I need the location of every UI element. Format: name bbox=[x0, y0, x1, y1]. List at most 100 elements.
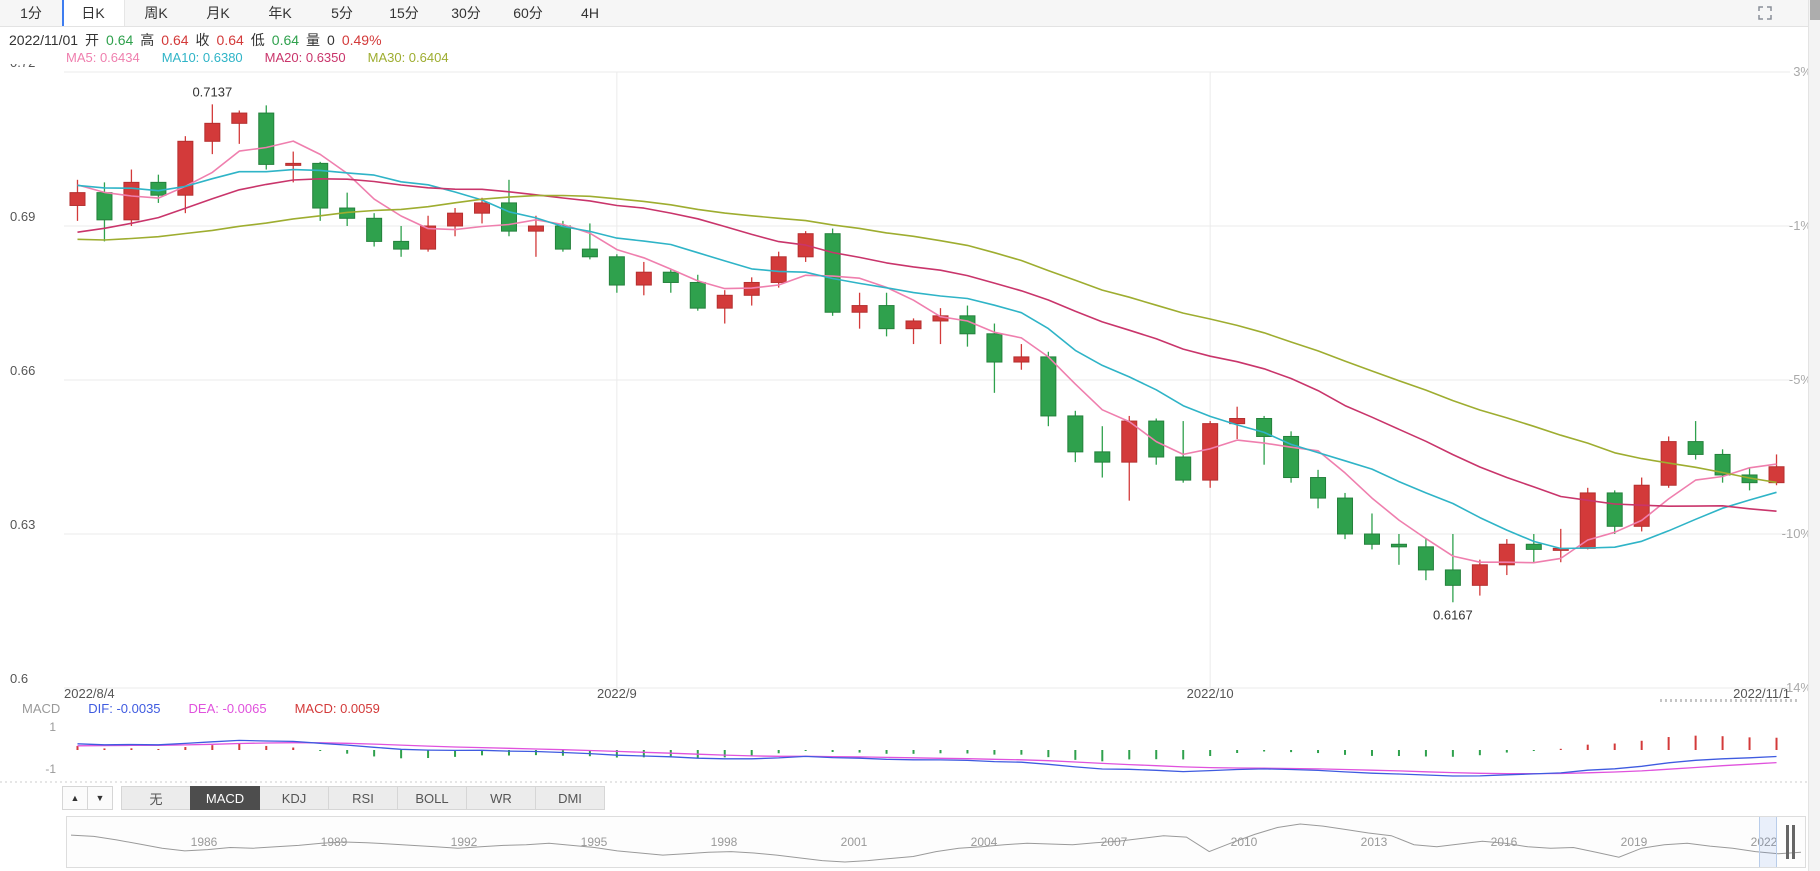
grid-layer: 0.723%0.69-1%0.66-5%0.63-10%0.6-14%2022/… bbox=[10, 64, 1812, 701]
macd-bar bbox=[1748, 737, 1751, 750]
macd-pane[interactable]: 1 -1 bbox=[0, 717, 1820, 784]
indicator-tab-BOLL[interactable]: BOLL bbox=[397, 786, 467, 810]
candle-body bbox=[1525, 543, 1542, 550]
candle-body bbox=[312, 162, 329, 209]
period-tab-月K[interactable]: 月K bbox=[206, 5, 230, 21]
candle-body bbox=[1202, 423, 1219, 481]
macd-bar bbox=[103, 748, 106, 750]
candle-body bbox=[1606, 492, 1623, 527]
change-percent: 0.49% bbox=[341, 32, 382, 48]
ma-value: MA10: 0.6380 bbox=[161, 50, 243, 65]
macd-bar bbox=[427, 750, 430, 759]
vertical-scrollbar[interactable] bbox=[1808, 0, 1820, 871]
nav-selection-window[interactable] bbox=[1759, 817, 1777, 867]
period-tab-1分[interactable]: 1分 bbox=[20, 5, 42, 21]
axis-label: 0.6167 bbox=[1433, 607, 1473, 622]
quote-bar: 2022/11/01 开 0.64 高 0.64 收 0.64 低 0.64 量 0 0.49% bbox=[9, 30, 382, 50]
indicator-tab-无[interactable]: 无 bbox=[121, 786, 191, 810]
axis-label: 2022/10 bbox=[1187, 686, 1234, 701]
macd-bar bbox=[912, 750, 915, 754]
axis-label: 2022/8/4 bbox=[64, 686, 115, 701]
candle-body bbox=[150, 181, 167, 196]
macd-bar bbox=[642, 750, 645, 758]
quote-date: 2022/11/01 bbox=[9, 32, 79, 48]
period-tab-60分[interactable]: 60分 bbox=[513, 5, 543, 21]
macd-bar bbox=[1317, 750, 1320, 754]
candle-body bbox=[716, 294, 733, 309]
quote-value: 0 bbox=[327, 32, 335, 48]
nav-year-label: 1986 bbox=[190, 835, 218, 849]
macd-bar bbox=[1505, 750, 1508, 753]
macd-bar bbox=[184, 747, 187, 750]
candle-body bbox=[986, 333, 1003, 363]
macd-bar bbox=[615, 750, 618, 758]
fullscreen-icon[interactable] bbox=[1757, 5, 1773, 21]
macd-bar bbox=[1640, 740, 1643, 750]
period-tab-30分[interactable]: 30分 bbox=[451, 5, 481, 21]
ma30-line bbox=[77, 194, 1777, 484]
candle-body bbox=[1444, 569, 1461, 586]
ma20-line bbox=[77, 178, 1777, 512]
indicator-tab-KDJ[interactable]: KDJ bbox=[259, 786, 329, 810]
macd-bar bbox=[777, 750, 780, 754]
candle-body bbox=[96, 192, 113, 221]
macd-bar bbox=[346, 750, 349, 754]
period-tab-5分[interactable]: 5分 bbox=[331, 5, 353, 21]
macd-bar bbox=[157, 749, 160, 750]
macd-header: MACD DIF: -0.0035 DEA: -0.0065 MACD: 0.0… bbox=[22, 701, 380, 716]
macd-bar bbox=[831, 750, 834, 753]
nav-year-label: 1998 bbox=[710, 835, 738, 849]
candle-body bbox=[447, 212, 464, 227]
indicator-down-button[interactable]: ▼ bbox=[87, 786, 113, 810]
macd-bar bbox=[1667, 737, 1670, 750]
nav-handle-bar bbox=[1785, 825, 1789, 859]
candle-body bbox=[662, 271, 679, 283]
indicator-tab-RSI[interactable]: RSI bbox=[328, 786, 398, 810]
macd-bar bbox=[1128, 750, 1131, 760]
macd-bar bbox=[1559, 748, 1562, 750]
period-tab-4H[interactable]: 4H bbox=[581, 5, 599, 21]
axis-label: -14% bbox=[1782, 680, 1813, 695]
axis-label: -10% bbox=[1782, 526, 1813, 541]
indicator-tab-WR[interactable]: WR bbox=[466, 786, 536, 810]
candle-body bbox=[1471, 564, 1488, 586]
axis-label: 0.63 bbox=[10, 517, 35, 532]
timeline-navigator[interactable]: 1986 1989 1992 1995 1998 2001 2004 2007 2010 2013… bbox=[66, 816, 1806, 868]
nav-sparkline bbox=[70, 823, 1802, 863]
candle-body bbox=[824, 233, 841, 313]
candle-body bbox=[1175, 456, 1192, 481]
macd-bar bbox=[1101, 750, 1104, 762]
main-candlestick-chart[interactable]: 0.723%0.69-1%0.66-5%0.63-10%0.6-14%2022/… bbox=[0, 64, 1820, 710]
nav-year-label: 2001 bbox=[840, 835, 868, 849]
nav-year-label: 1992 bbox=[450, 835, 478, 849]
nav-drag-handle[interactable] bbox=[1783, 822, 1797, 862]
candle-body bbox=[1067, 415, 1084, 453]
macd-bar bbox=[1478, 750, 1481, 756]
macd-bar bbox=[1155, 750, 1158, 760]
period-tab-15分[interactable]: 15分 bbox=[389, 5, 419, 21]
indicator-tabs: ▲ ▼ 无 MACD KDJ RSI BOLL WR DMI bbox=[62, 786, 605, 810]
period-tab-周K[interactable]: 周K bbox=[144, 5, 168, 21]
candle-body bbox=[1687, 441, 1704, 455]
period-tab-日K[interactable]: 日K bbox=[62, 0, 125, 26]
period-tab-年K[interactable]: 年K bbox=[268, 5, 292, 21]
macd-bar bbox=[292, 747, 295, 750]
candle-body bbox=[69, 192, 86, 206]
macd-bar bbox=[534, 750, 537, 756]
macd-bar bbox=[400, 750, 403, 759]
macd-bar bbox=[966, 750, 969, 754]
candle-body bbox=[1040, 356, 1057, 417]
nav-year-label: 2019 bbox=[1620, 835, 1648, 849]
indicator-up-button[interactable]: ▲ bbox=[62, 786, 88, 810]
macd-bar bbox=[265, 745, 268, 750]
axis-label: 0.7137 bbox=[192, 84, 232, 99]
chart-h-scrollbar[interactable] bbox=[1660, 699, 1798, 702]
candle-body bbox=[1363, 533, 1380, 545]
macd-bar bbox=[319, 750, 322, 751]
indicator-tab-DMI[interactable]: DMI bbox=[535, 786, 605, 810]
quote-label: 量 bbox=[306, 32, 321, 48]
vertical-scrollbar-thumb[interactable] bbox=[1810, 0, 1820, 20]
candle-body bbox=[258, 112, 275, 165]
macd-bar bbox=[507, 750, 510, 756]
indicator-tab-MACD[interactable]: MACD bbox=[190, 786, 260, 810]
